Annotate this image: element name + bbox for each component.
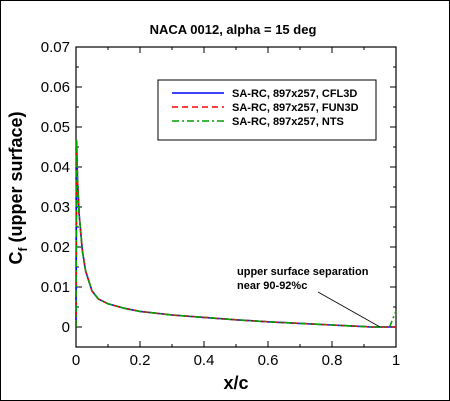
y-tick-label: 0.05 (41, 119, 70, 136)
axis-ticks: 0 0.2 0.4 0.6 0.8 1 0 0.01 0.02 0.03 0.04 0.05 0.06 0… (41, 39, 400, 369)
x-tick-label: 0.6 (258, 352, 279, 369)
series-line-3 (75, 138, 397, 328)
x-tick-label: 0.2 (130, 352, 151, 369)
y-axis-title: Cf (upper surface) (6, 111, 30, 264)
x-tick-label: 0.8 (322, 352, 343, 369)
legend-label-3: SA-RC, 897x257, NTS (232, 116, 344, 128)
annotation-line-1: upper surface separation (237, 266, 369, 278)
svg-text:Cf (upper surface): Cf (upper surface) (6, 111, 30, 264)
y-tick-label: 0.07 (41, 39, 70, 56)
legend-box (157, 79, 377, 141)
legend-label-1: SA-RC, 897x257, CFL3D (232, 88, 357, 100)
x-tick-label: 0.4 (194, 352, 215, 369)
y-axis-title-main: C (6, 252, 26, 265)
y-tick-label: 0.06 (41, 79, 70, 96)
annotation-leader-line (317, 291, 381, 328)
x-tick-label: 0 (72, 352, 80, 369)
x-axis-title: x/c (223, 373, 248, 393)
legend-label-2: SA-RC, 897x257, FUN3D (232, 102, 359, 114)
y-axis-title-subscript: f (16, 247, 30, 252)
y-tick-label: 0.04 (41, 159, 70, 176)
y-tick-label: 0.03 (41, 199, 70, 216)
y-tick-label: 0.02 (41, 239, 70, 256)
series-line-1 (75, 142, 396, 328)
legend: SA-RC, 897x257, CFL3D SA-RC, 897x257, FUN… (157, 79, 377, 141)
series-layer (75, 138, 397, 328)
y-tick-label: 0.01 (41, 279, 70, 296)
chart-title: NACA 0012, alpha = 15 deg (150, 22, 317, 37)
series-line-2 (75, 142, 396, 328)
y-axis-title-rest: (upper surface) (6, 111, 26, 247)
x-tick-label: 1 (392, 352, 400, 369)
annotation-line-2: near 90-92%c (237, 280, 307, 292)
annotation: upper surface separation near 90-92%c (237, 266, 381, 328)
y-tick-label: 0 (62, 319, 70, 336)
